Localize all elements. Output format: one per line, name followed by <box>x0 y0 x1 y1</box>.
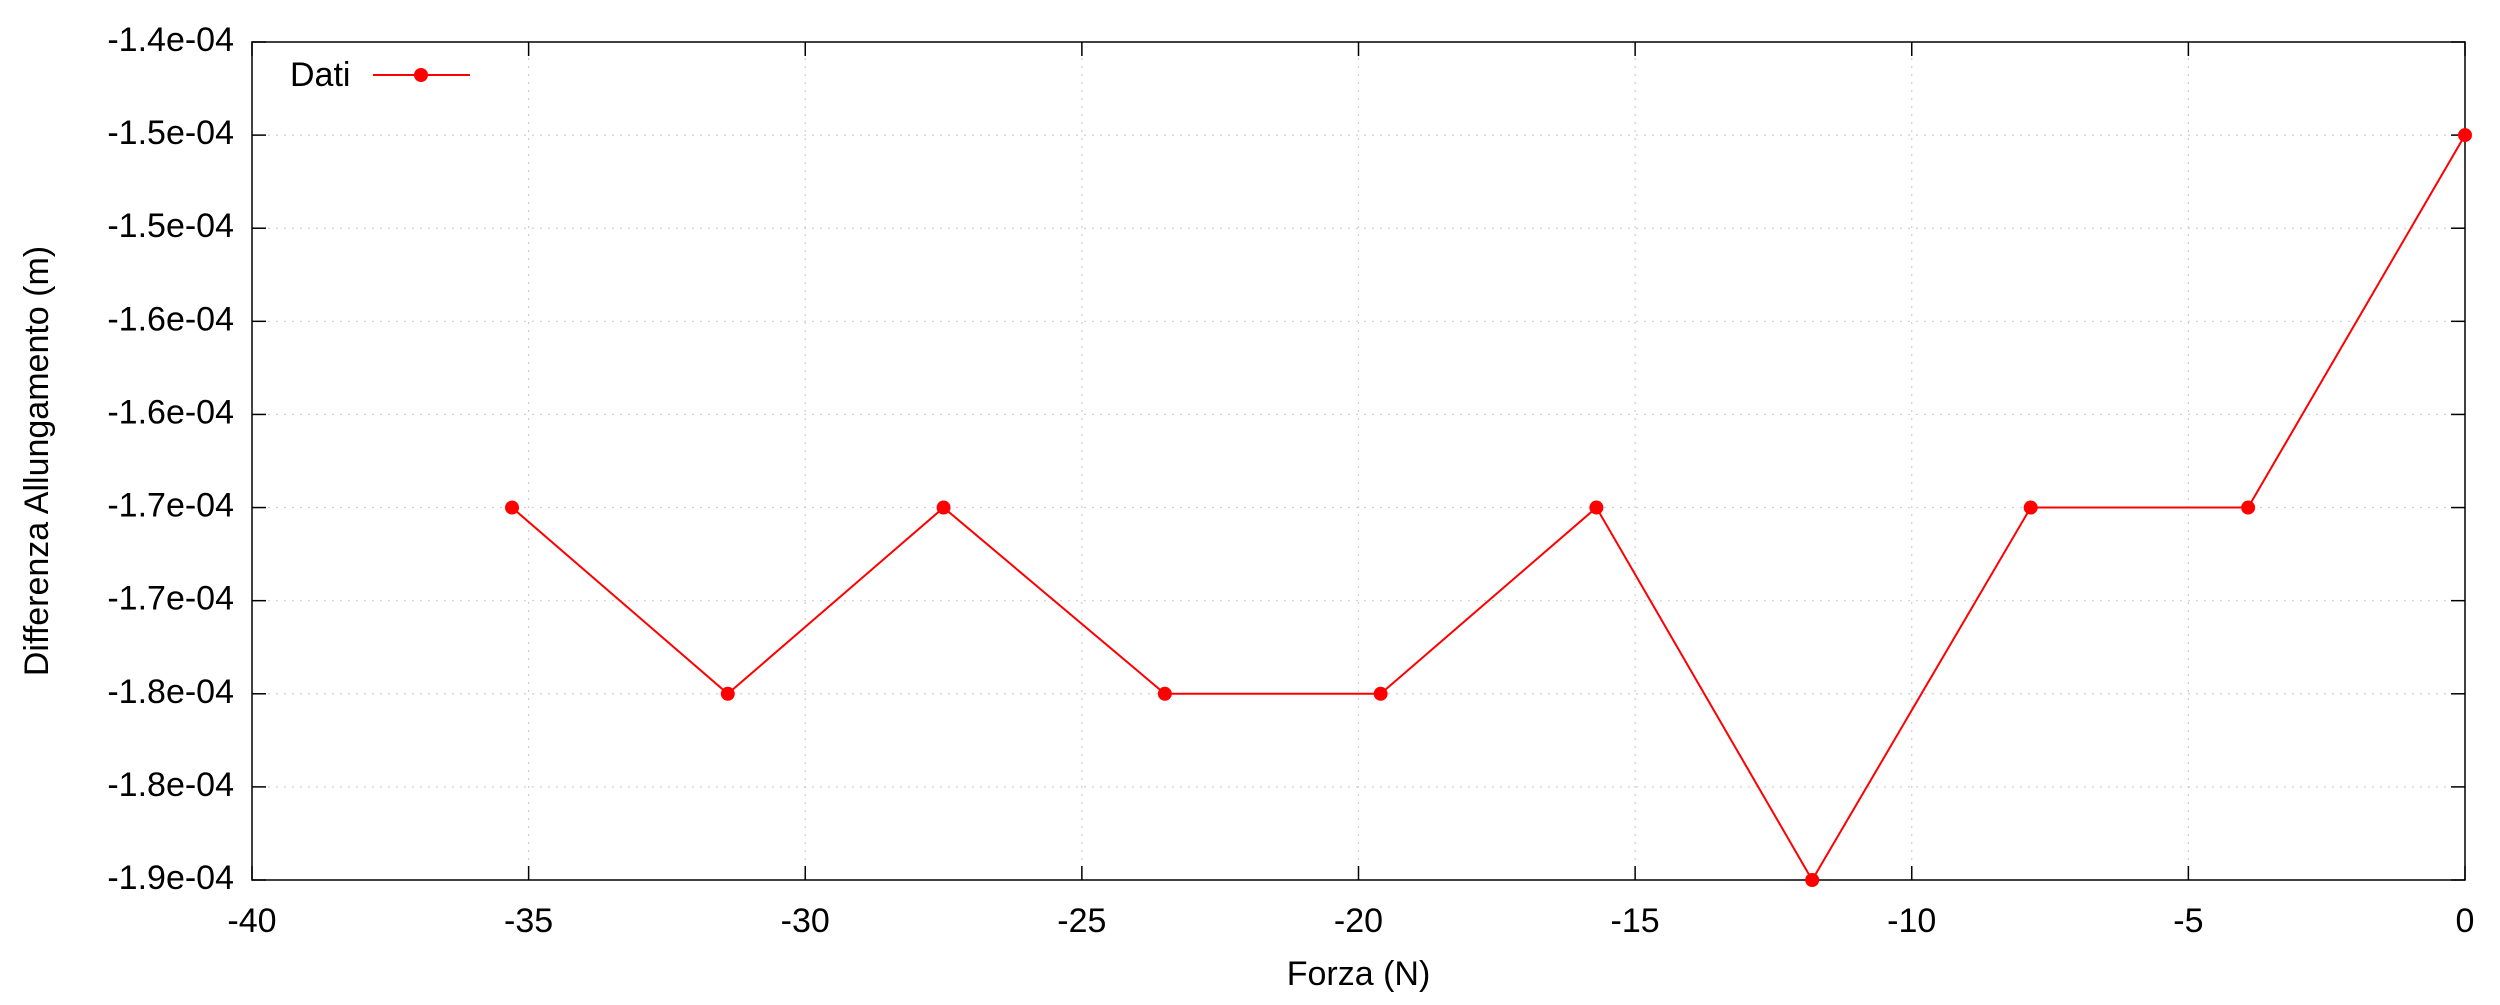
data-point-0-8 <box>2241 500 2256 515</box>
x-tick-label-8: 0 <box>2456 902 2475 940</box>
x-tick-label-0: -40 <box>227 902 276 940</box>
data-point-0-6 <box>1805 873 1820 887</box>
y-tick-label-4: -1.6e-04 <box>107 393 234 431</box>
y-tick-label-7: -1.8e-04 <box>107 673 234 711</box>
x-tick-label-1: -35 <box>504 902 553 940</box>
y-tick-label-8: -1.8e-04 <box>107 766 234 804</box>
series-line-0 <box>511 134 2466 882</box>
y-tick-label-1: -1.5e-04 <box>107 114 234 152</box>
y-tick-label-6: -1.7e-04 <box>107 580 234 618</box>
x-tick-label-4: -20 <box>1334 902 1383 940</box>
y-tick-label-0: -1.4e-04 <box>107 21 234 59</box>
x-tick-label-6: -10 <box>1887 902 1936 940</box>
y-tick-label-2: -1.5e-04 <box>107 207 234 245</box>
legend: Dati <box>290 56 470 94</box>
data-series <box>505 128 2472 887</box>
y-tick-label-3: -1.6e-04 <box>107 300 234 338</box>
y-axis-title: Differenza Allungamento (m) <box>18 246 56 676</box>
x-tick-label-7: -5 <box>2173 902 2203 940</box>
data-point-0-1 <box>720 686 735 701</box>
grid <box>252 42 2465 880</box>
x-tick-label-5: -15 <box>1611 902 1660 940</box>
data-point-0-7 <box>2023 500 2038 515</box>
x-tick-label-2: -30 <box>781 902 830 940</box>
x-axis-title: Forza (N) <box>1287 955 1431 993</box>
y-tick-label-5: -1.7e-04 <box>107 487 234 525</box>
legend-label-0: Dati <box>290 56 350 94</box>
y-tick-label-9: -1.9e-04 <box>107 859 234 897</box>
data-point-0-3 <box>1157 686 1172 701</box>
x-tick-label-3: -25 <box>1057 902 1106 940</box>
data-point-0-2 <box>936 500 951 515</box>
data-point-0-9 <box>2458 128 2472 143</box>
axis-ticks: -40 -35 -30 -25 -20 -15 -10 -5 0 -1.4e-04 -1.5e-04… <box>107 21 2474 940</box>
data-point-0-0 <box>505 500 520 515</box>
legend-marker-swatch <box>414 68 428 82</box>
data-point-0-4 <box>1373 686 1388 701</box>
data-point-0-5 <box>1589 500 1604 515</box>
